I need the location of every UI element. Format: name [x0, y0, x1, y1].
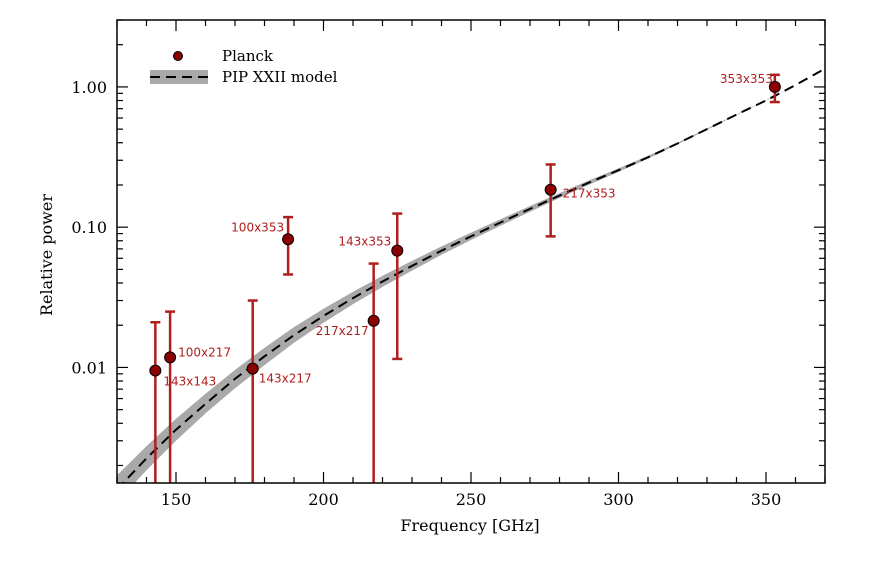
point-label-143x143: 143x143 [163, 375, 216, 389]
data-point-143x143 [149, 364, 162, 377]
model-band-layer [117, 68, 825, 483]
data-point-100x353 [282, 233, 295, 246]
point-label-100x217: 100x217 [178, 345, 231, 359]
data-point-143x217 [246, 362, 259, 375]
plot-frame [116, 19, 826, 484]
x-tick-label: 250 [456, 490, 487, 509]
x-tick-label: 150 [161, 490, 192, 509]
x-tick-label: 300 [603, 490, 634, 509]
data-point-353x353 [768, 80, 781, 93]
point-label-217x353: 217x353 [563, 187, 616, 201]
data-point-100x217 [164, 351, 177, 364]
legend-planck-label: Planck [222, 47, 274, 65]
legend-planck-marker [173, 51, 183, 61]
x-tick-label: 200 [308, 490, 339, 509]
axes-layer: 150 200 250 300 350 0.01 0.10 1.00 [71, 19, 826, 509]
point-layer [149, 80, 781, 377]
model-uncertainty-band [117, 68, 825, 483]
point-label-353x353: 353x353 [720, 72, 773, 86]
point-label-100x353: 100x353 [231, 220, 284, 234]
model-curve-line [121, 67, 825, 483]
legend-model-band [150, 70, 208, 84]
data-point-217x353 [544, 183, 557, 196]
x-tick-label: 350 [751, 490, 782, 509]
point-label-143x217: 143x217 [259, 372, 312, 386]
x-axis-label: Frequency [GHz] [400, 516, 539, 535]
y-tick-label: 0.10 [71, 218, 107, 237]
y-axis-label: Relative power [37, 194, 56, 316]
point-label-143x353: 143x353 [338, 235, 391, 249]
point-label-layer: 143x143 100x217 143x217 100x353 217x217 143x3… [163, 72, 773, 389]
y-tick-label: 1.00 [71, 78, 107, 97]
model-line-layer [121, 67, 825, 483]
y-tick-label: 0.01 [71, 358, 107, 377]
point-label-217x217: 217x217 [316, 324, 369, 338]
legend-model-label: PIP XXII model [222, 68, 338, 86]
errorbar-layer [150, 73, 780, 483]
legend: Planck PIP XXII model [150, 47, 338, 86]
data-point-217x217 [367, 314, 380, 327]
data-point-143x353 [391, 244, 404, 257]
